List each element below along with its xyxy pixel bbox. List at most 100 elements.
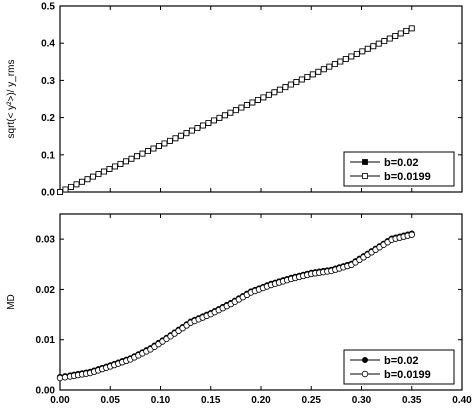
data-point	[386, 35, 393, 42]
y-tick-label: 0.3	[41, 76, 55, 87]
data-point	[293, 79, 300, 85]
data-point	[57, 189, 63, 195]
x-tick-label: 0.10	[151, 395, 171, 406]
y-tick-label: 0.02	[36, 285, 56, 296]
data-point	[167, 137, 173, 144]
data-point	[337, 58, 344, 65]
series-2	[56, 231, 415, 382]
data-point	[221, 112, 228, 119]
data-point	[359, 48, 366, 55]
data-point	[68, 183, 74, 190]
y-tick-label: 0.5	[41, 2, 55, 13]
data-point	[183, 130, 190, 137]
data-point	[84, 176, 91, 183]
data-point	[95, 171, 102, 177]
data-point	[408, 25, 415, 32]
data-point	[298, 76, 305, 83]
data-point	[161, 140, 168, 147]
y-axis-label: sqrt(< y²>)/ y_rms	[6, 60, 17, 139]
data-point	[271, 89, 278, 96]
legend-label: b=0.0199	[384, 171, 431, 183]
data-point	[139, 150, 146, 157]
x-tick-label: 0.30	[352, 395, 372, 406]
top-panel: 0.0 0.1 0.2 0.3 0.4 0.5 sqrt(< y²>)/ y_rms b=0.…	[6, 2, 463, 199]
data-point	[128, 155, 135, 162]
data-point	[375, 40, 382, 47]
data-point	[381, 38, 388, 45]
legend-marker	[362, 159, 368, 165]
data-point	[309, 71, 316, 78]
legend-label: b=0.02	[384, 355, 419, 367]
data-point	[348, 53, 355, 60]
legend-box	[343, 349, 455, 385]
data-point	[210, 117, 217, 124]
y-tick-label: 0.4	[41, 39, 55, 50]
data-point	[90, 173, 96, 180]
data-point	[106, 166, 113, 172]
data-point	[189, 127, 195, 134]
data-point	[194, 125, 201, 131]
data-point	[145, 148, 151, 154]
legend-marker	[362, 173, 368, 179]
x-tick-label: 0.25	[302, 395, 322, 406]
data-point	[326, 63, 333, 70]
x-tick-label: 0.00	[50, 395, 70, 406]
data-point	[156, 143, 162, 149]
data-point	[178, 132, 184, 139]
x-tick-label: 0.05	[101, 395, 121, 406]
data-point	[342, 56, 349, 62]
legend-marker	[361, 370, 369, 378]
data-point	[364, 45, 371, 52]
data-point	[112, 163, 118, 170]
x-tick-label: 0.35	[402, 395, 422, 406]
data-point	[101, 168, 107, 175]
y-tick-label: 0.1	[41, 150, 55, 161]
data-point	[370, 43, 377, 50]
data-point	[134, 153, 140, 160]
series-2	[57, 25, 415, 195]
data-point	[216, 114, 223, 121]
data-point	[260, 94, 267, 101]
y-axis-label: MD	[6, 294, 17, 310]
data-point	[232, 107, 239, 114]
data-point	[408, 231, 415, 238]
data-point	[397, 30, 404, 37]
y-tick-label: 0.03	[36, 235, 56, 246]
data-point	[205, 120, 212, 126]
legend: b=0.02 b=0.0199	[343, 151, 455, 187]
legend-marker	[361, 356, 368, 363]
data-point	[320, 66, 327, 73]
data-point	[315, 68, 322, 75]
data-point	[123, 158, 129, 165]
bottom-panel: 0.00 0.01 0.02 0.03 0.00 0.05 0.10 0.15 0.20 0.25…	[6, 213, 472, 406]
data-point	[199, 122, 206, 129]
data-point	[287, 81, 294, 88]
legend-box	[343, 151, 455, 187]
data-point	[172, 135, 179, 142]
data-point	[117, 160, 124, 167]
legend: b=0.02 b=0.0199	[343, 349, 455, 385]
data-point	[331, 61, 338, 68]
x-tick-label: 0.20	[251, 395, 271, 406]
y-tick-label: 0.01	[36, 335, 56, 346]
y-tick-label: 0.00	[36, 386, 56, 397]
x-tick-label: 0.40	[452, 395, 472, 406]
data-point	[353, 50, 360, 57]
y-tick-label: 0.0	[41, 188, 55, 199]
data-point	[249, 99, 256, 106]
data-point	[243, 102, 250, 108]
data-point	[150, 145, 157, 152]
data-point	[276, 86, 283, 93]
x-tick-label: 0.15	[201, 395, 221, 406]
data-point	[73, 181, 80, 188]
data-point	[265, 91, 272, 98]
data-point	[62, 186, 69, 193]
data-point	[238, 104, 245, 111]
data-point	[227, 109, 234, 116]
legend-label: b=0.02	[384, 157, 419, 169]
data-point	[392, 33, 399, 39]
data-point	[304, 74, 311, 80]
legend-label: b=0.0199	[384, 369, 431, 381]
data-point	[79, 178, 85, 185]
